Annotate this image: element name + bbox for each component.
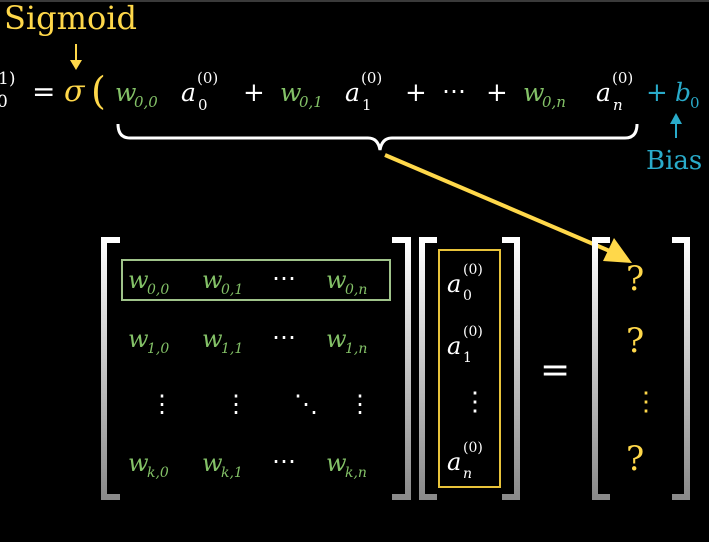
weight-subscript: 1,1 — [221, 341, 243, 357]
result-arrow — [384, 153, 613, 254]
bias-term: + b 0 — [646, 78, 700, 112]
weight-subscript: 0,n — [542, 93, 566, 111]
weight-subscript: k,1 — [221, 465, 243, 481]
activation-superscript: (0) — [612, 69, 633, 87]
weight-subscript: 0,0 — [134, 93, 158, 111]
sigmoid-label: Sigmoid — [4, 0, 137, 37]
result-vector: ?? ⋮? — [592, 237, 690, 500]
weight-symbol: w — [128, 266, 149, 294]
right-bracket — [392, 237, 411, 500]
sigma-symbol: σ — [64, 74, 86, 109]
open-paren: ( — [91, 69, 106, 113]
plus-sign: + — [243, 78, 265, 108]
unknown-result: ? — [626, 439, 644, 479]
weight-symbol: w — [523, 78, 544, 107]
column-highlight-box — [438, 249, 501, 488]
weight-subscript: 0,1 — [221, 282, 243, 298]
weight-cells: w0,0 w0,1 ⋯ w0,nw1,0 w1,1 ⋯ w1,n⋮ ⋮ ⋱ ⋮wk,0 wk,1 ⋯ w… — [128, 264, 372, 481]
activation-superscript: (0) — [463, 262, 483, 278]
lhs-fragment-sup: 1) — [0, 69, 15, 89]
unknown-result: ? — [626, 259, 644, 299]
weight-subscript: k,0 — [147, 465, 169, 481]
activation-superscript: (0) — [463, 440, 483, 456]
unknown-result: ? — [626, 321, 644, 361]
term-1: w 0,0 a (0) 0 — [115, 69, 218, 114]
activation-symbol: a — [447, 448, 461, 476]
matrix-ellipsis: ⋯ — [272, 264, 296, 292]
matrix-ellipsis: ⋯ — [272, 323, 296, 351]
row-highlight-box — [121, 259, 391, 301]
bias-arrowhead — [670, 113, 682, 124]
matrix-ellipsis: ⋮ — [348, 390, 372, 418]
plus-sign: + — [486, 78, 508, 108]
result-cells: ?? ⋮? — [626, 259, 659, 479]
activation-subscript: n — [613, 96, 623, 114]
weight-symbol: w — [202, 449, 223, 477]
activation-subscript: 0 — [463, 288, 472, 304]
weight-symbol: w — [202, 325, 223, 353]
weight-matrix: w0,0 w0,1 ⋯ w0,nw1,0 w1,1 ⋯ w1,n⋮ ⋮ ⋱ ⋮wk,0 wk,1 ⋯ w… — [101, 237, 411, 500]
equals-sign: = — [32, 75, 55, 108]
weight-subscript: 0,0 — [147, 282, 169, 298]
weight-symbol: w — [128, 449, 149, 477]
activation-symbol: a — [181, 78, 196, 107]
left-bracket — [592, 237, 610, 500]
matrix-equals-sign: = — [540, 350, 570, 391]
activation-subscript: 1 — [463, 350, 472, 366]
plus-sign: + — [405, 78, 427, 108]
weight-symbol: w — [128, 325, 149, 353]
right-bracket — [672, 237, 690, 500]
horizontal-ellipsis: ⋯ — [442, 77, 466, 105]
right-bracket — [502, 237, 520, 500]
bias-label: Bias — [646, 146, 702, 176]
activation-subscript: 0 — [198, 96, 208, 114]
weight-subscript: 0,n — [345, 282, 367, 298]
lhs-fragment-sub: 0 — [0, 92, 8, 112]
activation-superscript: (0) — [463, 324, 483, 340]
activation-cells: a (0)0a (0)1⋮a (0)n — [447, 262, 488, 482]
weight-symbol: w — [202, 266, 223, 294]
matrix-ellipsis: ⋮ — [150, 390, 174, 418]
bias-subscript: 0 — [690, 94, 700, 112]
term-n: w 0,n a (0) n — [523, 69, 633, 114]
activation-subscript: 1 — [362, 96, 372, 114]
vector-ellipsis: ⋮ — [462, 387, 488, 417]
activation-symbol: a — [447, 270, 461, 298]
activation-subscript: n — [463, 466, 472, 482]
activation-symbol: a — [596, 78, 611, 107]
weight-subscript: 1,0 — [147, 341, 169, 357]
bias-symbol: b — [675, 78, 691, 107]
weight-subscript: 1,n — [345, 341, 367, 357]
weight-symbol: w — [326, 266, 347, 294]
bias-plus: + — [646, 78, 668, 108]
weight-subscript: 0,1 — [299, 93, 323, 111]
weight-symbol: w — [115, 78, 136, 107]
activation-vector: a (0)0a (0)1⋮a (0)n — [419, 237, 520, 500]
matrix-ellipsis: ⋱ — [294, 390, 318, 418]
weight-symbol: w — [326, 449, 347, 477]
activation-superscript: (0) — [197, 69, 218, 87]
weight-symbol: w — [326, 325, 347, 353]
weight-subscript: k,n — [345, 465, 367, 481]
sum-underbrace — [116, 123, 639, 151]
activation-symbol: a — [345, 78, 360, 107]
left-bracket — [419, 237, 437, 500]
activation-symbol: a — [447, 332, 461, 360]
left-bracket — [101, 237, 120, 500]
result-ellipsis: ⋮ — [633, 387, 659, 417]
matrix-ellipsis: ⋮ — [224, 390, 248, 418]
result-arrowhead — [603, 238, 632, 263]
matrix-ellipsis: ⋯ — [272, 447, 296, 475]
term-2: w 0,1 a (0) 1 — [280, 69, 382, 114]
sigmoid-arrowhead — [70, 60, 82, 70]
weight-symbol: w — [280, 78, 301, 107]
activation-superscript: (0) — [361, 69, 382, 87]
